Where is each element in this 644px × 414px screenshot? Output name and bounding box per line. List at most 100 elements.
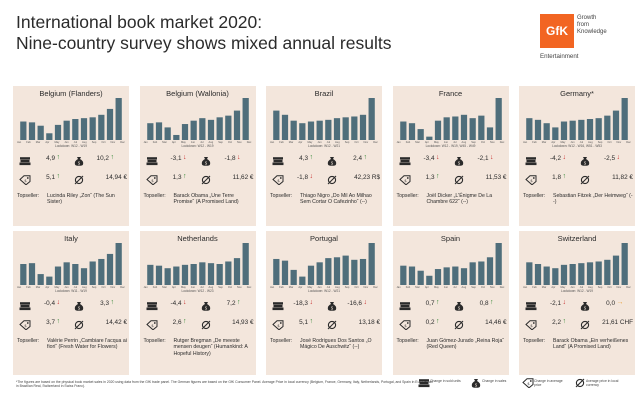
bar-oct (224, 261, 231, 285)
topseller-title: Thiago Nigro „Do Mil Ao Milhao Sem Corta… (300, 193, 372, 206)
bar-may (560, 264, 568, 285)
bar-nov (359, 258, 367, 285)
month-tick-label: Jul (453, 286, 457, 289)
month-tick-label: Nov (490, 286, 495, 289)
month-tick-label: Mar (35, 286, 41, 289)
month-tick-label: Oct (101, 286, 106, 289)
price-tag-icon: $ (525, 317, 537, 331)
bar-apr (552, 127, 559, 140)
lockdown-note: Lockdown: W12 - W19, W45 - W49 (425, 144, 476, 148)
month-tick-label: Jul (579, 286, 583, 289)
average-icon (73, 317, 85, 330)
topseller: Topseller: Juan Gómez-Jurado „Reina Roja“… (397, 338, 509, 374)
month-tick-label: Apr (424, 141, 429, 144)
bar-apr (46, 276, 53, 285)
country-panel: Germany* Jan Feb Mar Apr May Jun Jul Aug Sep Oct No… (519, 86, 635, 226)
month-tick-label: Sep (471, 141, 476, 144)
price-tag-icon: $ (19, 172, 31, 186)
arrow-down-icon: ↓ (490, 153, 494, 161)
sales-change-value: -1,8 (224, 154, 236, 162)
bar-mar (37, 125, 44, 140)
bar-apr (299, 276, 306, 285)
country-title: Belgium (Flanders) (39, 89, 103, 98)
month-axis: Jan Feb Mar Apr May Jun Jul Aug Sep Oct Nov Dec (270, 286, 378, 289)
bar-jul (451, 116, 458, 140)
month-tick-label: Mar (35, 141, 41, 144)
arrow-up-icon: ↑ (56, 153, 61, 161)
books-icon (272, 153, 284, 166)
month-tick-label: May (560, 286, 566, 289)
bar-jan (273, 258, 280, 285)
bar-oct (224, 115, 231, 140)
arrow-down-icon: ↓ (562, 298, 567, 306)
month-tick-label: Aug (335, 141, 340, 144)
month-axis: Jan Feb Mar Apr May Jun Jul Aug Sep Oct Nov Dec (144, 286, 252, 289)
average-price-value: 42,23 R$ (354, 173, 380, 181)
average-price-value: 11,82 € (612, 173, 633, 181)
month-tick-label: Jun (443, 141, 449, 144)
month-tick-label: Jan (143, 141, 148, 144)
month-tick-label: Mar (288, 141, 294, 144)
month-tick-label: Apr (298, 286, 303, 289)
month-tick-label: May (307, 286, 313, 289)
lockdown-note: Lockdown: W12 - W16, W51 - W53 (552, 144, 602, 148)
monthly-bar-chart (273, 98, 375, 140)
bar-jul (578, 263, 585, 285)
monthly-bar-chart (20, 98, 122, 140)
month-tick-label: Feb (532, 286, 537, 289)
bar-apr (425, 275, 432, 285)
bar-sep (342, 255, 349, 285)
month-tick-label: Jan (270, 141, 275, 144)
month-tick-label: Jul (200, 141, 204, 144)
lockdown-note: Lockdown: W12 - W19 (181, 144, 214, 148)
bar-oct (98, 114, 105, 140)
topseller-label: Topseller: (17, 193, 40, 199)
country-title: Spain (440, 234, 461, 243)
month-tick-label: Aug (588, 286, 593, 289)
month-tick-label: Dec (246, 286, 252, 289)
month-tick-label: Mar (162, 286, 167, 289)
month-tick-label: Jul (326, 141, 330, 144)
topseller: Topseller: Joël Dicker „L'Énigme De La Ch… (397, 193, 509, 229)
units-change-value: -3,1 (170, 154, 182, 162)
bar-may (181, 124, 188, 140)
month-tick-label: May (54, 286, 60, 289)
bar-may (434, 120, 441, 140)
month-tick-label: Aug (461, 286, 467, 289)
month-tick-label: Jul (73, 286, 77, 289)
bar-sep (469, 118, 476, 140)
month-axis: Jan Feb Mar Apr May Jun Jul Aug Sep Oct Nov Dec (144, 141, 252, 144)
monthly-bar-chart (399, 98, 502, 140)
bar-dec (242, 243, 249, 285)
price-change-value: 0,2 (425, 318, 435, 326)
legend: Change in sold units $ Change in sales $ Cha… (418, 378, 634, 402)
topseller-title: José Rodrigues Dos Santos „O Mágico De A… (300, 338, 372, 351)
month-tick-label: Feb (405, 286, 411, 289)
month-tick-label: May (433, 141, 439, 144)
month-tick-label: Jul (73, 141, 77, 144)
month-tick-label: Feb (26, 141, 31, 144)
average-icon (200, 172, 212, 185)
bar-may (181, 264, 188, 285)
bar-mar (164, 268, 171, 285)
bar-apr (425, 136, 432, 140)
month-axis: Jan Feb Mar Apr May Jun Jul Aug Sep Oct Nov Dec (523, 286, 631, 289)
month-tick-label: Nov (363, 286, 369, 289)
svg-text:$: $ (475, 382, 478, 387)
month-tick-label: May (180, 141, 186, 144)
sales-change-value: 0,0 (606, 299, 615, 307)
topseller: Topseller: Sebastian Fitzek „Der Heimweg“… (523, 193, 635, 229)
month-tick-label: Nov (110, 286, 116, 289)
topseller-label: Topseller: (523, 193, 546, 199)
monthly-bar-chart (146, 243, 249, 285)
price-tag-icon: $ (398, 317, 411, 331)
sales-change-value: -2,5 (603, 154, 615, 162)
month-tick-label: Jul (579, 141, 583, 144)
bar-sep (595, 118, 602, 140)
bar-mar (37, 274, 44, 285)
bar-mar (417, 129, 424, 140)
svg-text:$: $ (584, 160, 587, 165)
month-tick-label: Feb (152, 286, 158, 289)
money-bag-icon: $ (326, 298, 338, 311)
country-title: Portugal (310, 234, 338, 243)
